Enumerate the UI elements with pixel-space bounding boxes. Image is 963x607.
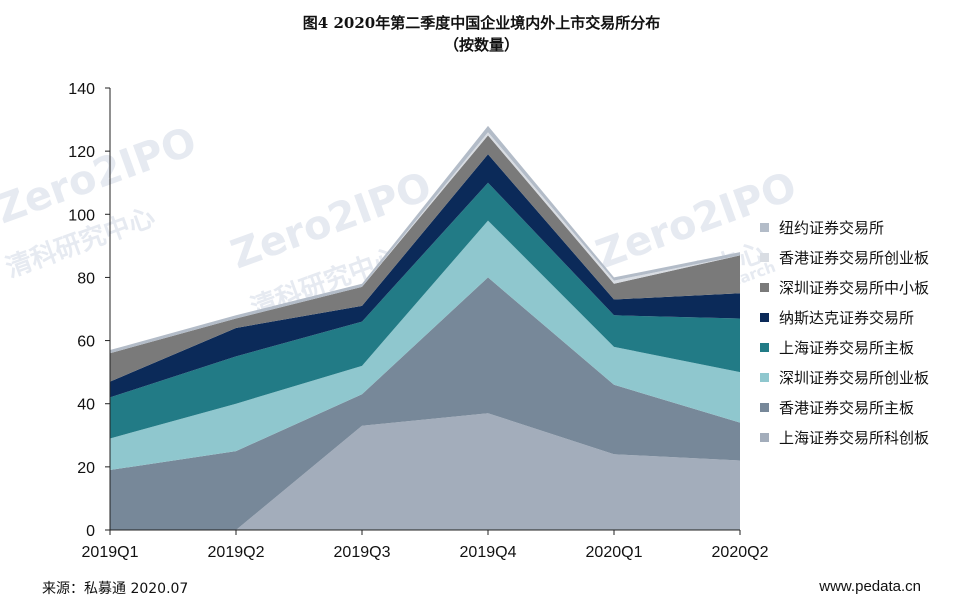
legend-item: 纳斯达克证券交易所 [760, 302, 960, 332]
area-series-3 [110, 182, 740, 439]
y-tick-label: 100 [68, 207, 95, 224]
legend-label: 纳斯达克证券交易所 [779, 308, 915, 327]
x-tick-label: 2019Q4 [460, 544, 517, 561]
legend-item: 上海证券交易所主板 [760, 332, 960, 362]
axes-group: 0 20 40 60 80 100 120 140 2019Q1 2019Q2 2019Q3 2019… [68, 81, 768, 561]
legend-item: 纽约证券交易所 [760, 212, 960, 242]
x-tick-label: 2019Q2 [208, 544, 265, 561]
source-note: 来源：私募通 2020.07 [42, 581, 189, 597]
legend-item: 上海证券交易所科创板 [760, 423, 960, 453]
legend-label: 深圳证券交易所中小板 [779, 278, 930, 297]
area-series-0 [110, 413, 740, 530]
legend-label: 纽约证券交易所 [779, 218, 885, 237]
legend-label: 上海证券交易所科创板 [779, 429, 930, 448]
chart-subtitle: （按数量） [443, 36, 519, 54]
chart-title-block: 图4 2020年第二季度中国企业境内外上市交易所分布 （按数量） [0, 12, 963, 56]
legend-swatch [760, 312, 769, 322]
legend-swatch [760, 403, 769, 413]
y-tick-label: 60 [77, 334, 95, 351]
legend-swatch [760, 222, 769, 232]
y-tick-label: 0 [86, 523, 95, 540]
website-url: www.pedata.cn [819, 578, 921, 595]
legend-item: 香港证券交易所主板 [760, 393, 960, 423]
legend-label: 香港证券交易所主板 [779, 399, 915, 418]
legend-swatch [760, 373, 769, 383]
x-tick-label: 2019Q1 [82, 544, 139, 561]
y-tick-label: 120 [68, 144, 95, 161]
area-series-4 [110, 154, 740, 398]
x-tick-label: 2020Q2 [712, 544, 769, 561]
chart-legend: 纽约证券交易所香港证券交易所创业板 深圳证券交易所中小板 纳斯达克证券交易所 上海证券… [760, 212, 960, 453]
x-tick-label: 2020Q1 [586, 544, 643, 561]
area-series-1 [110, 277, 740, 530]
legend-item: 深圳证券交易所创业板 [760, 362, 960, 392]
legend-swatch [760, 342, 769, 352]
area-series-2 [110, 220, 740, 471]
y-tick-label: 80 [77, 270, 95, 287]
y-tick-label: 140 [68, 81, 95, 98]
legend-label: 香港证券交易所创业板 [779, 248, 930, 267]
area-series-5 [110, 135, 740, 382]
y-tick-label: 20 [77, 460, 95, 477]
legend-swatch [760, 282, 769, 292]
chart-title: 图4 2020年第二季度中国企业境内外上市交易所分布 [302, 14, 661, 32]
legend-swatch [760, 433, 769, 443]
legend-label: 上海证券交易所主板 [779, 338, 915, 357]
y-tick-label: 40 [77, 397, 95, 414]
legend-label: 深圳证券交易所创业板 [779, 369, 930, 388]
x-tick-label: 2019Q3 [334, 544, 391, 561]
legend-item: 香港证券交易所创业板 [760, 242, 960, 272]
legend-swatch [760, 252, 769, 262]
area-series-group [110, 125, 740, 530]
legend-item: 深圳证券交易所中小板 [760, 272, 960, 302]
